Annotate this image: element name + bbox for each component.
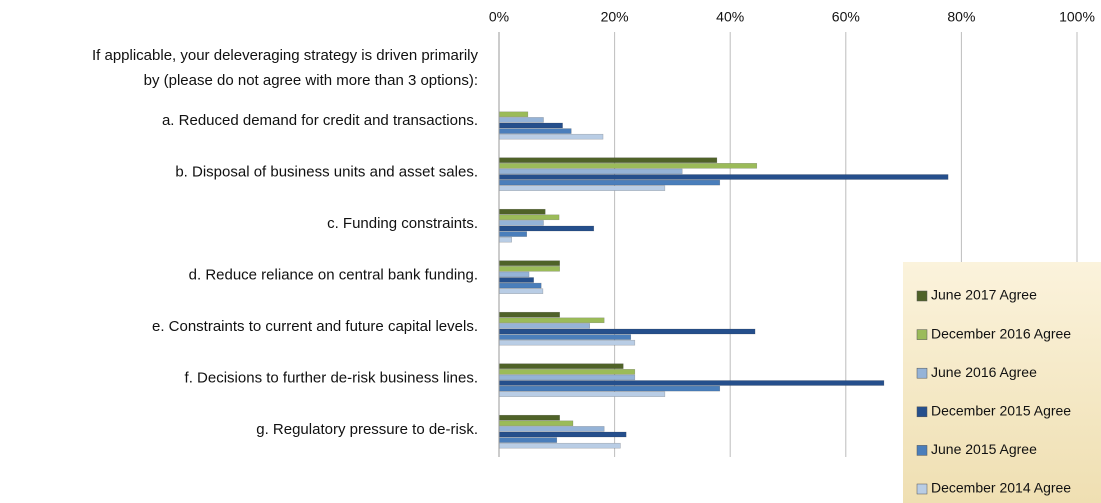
bar [498,282,542,289]
bar [498,260,560,266]
category-label: e. Constraints to current and future cap… [152,318,478,335]
question-line: If applicable, your deleveraging strateg… [92,47,479,64]
category-label: d. Reduce reliance on central bank fundi… [189,266,478,283]
bar [498,391,666,397]
bar [498,117,544,123]
bar [498,317,605,324]
bar [498,157,718,163]
legend-swatch [916,329,928,340]
bar [498,266,560,272]
question-line: by (please do not agree with more than 3… [144,72,478,89]
bar [498,369,636,375]
bar [498,437,558,443]
bar [498,442,621,449]
bar [498,431,627,438]
bar [498,311,560,318]
bar [498,339,636,346]
bar [498,128,572,134]
bar [498,271,530,278]
legend-swatch [916,406,928,418]
bar [498,420,574,427]
bar [498,214,560,221]
legend-box [903,262,1101,503]
bar [498,168,683,175]
bar [498,185,666,191]
bar [498,111,529,118]
legend-label: December 2014 Agree [931,480,1071,496]
legend-label: June 2017 Agree [931,287,1037,303]
legend-label: December 2016 Agree [931,325,1071,341]
legend-label: June 2015 Agree [931,441,1037,457]
bar [498,414,560,421]
bar [498,334,632,340]
legend-label: December 2015 Agree [931,403,1071,419]
bar [498,277,534,283]
legend-label: June 2016 Agree [931,364,1037,380]
bar [498,122,563,129]
bar [498,133,604,140]
x-tick-label: 60% [832,9,860,25]
bar [498,231,527,237]
category-label: b. Disposal of business units and asset … [175,163,478,180]
bar [498,328,756,335]
x-tick-label: 0% [489,9,509,25]
category-label: f. Decisions to further de-risk business… [185,369,478,386]
legend-swatch [916,483,928,495]
bar [498,236,512,243]
x-tick-label: 40% [716,9,744,25]
x-tick-label: 80% [947,9,975,25]
bar [498,174,949,180]
bar [498,323,590,329]
bar [498,363,624,369]
bar [498,374,636,381]
category-label: g. Regulatory pressure to de-risk. [256,421,478,438]
bar [498,208,546,215]
x-tick-label: 20% [601,9,629,25]
bar [498,385,721,392]
category-label: a. Reduced demand for credit and transac… [162,112,478,129]
category-label: c. Funding constraints. [327,215,478,232]
legend-swatch [916,445,928,456]
bar [498,426,605,432]
legend-swatch [916,367,928,379]
bar [498,225,595,232]
legend-swatch [916,290,928,302]
bar [498,163,758,169]
bar [498,380,885,386]
x-tick-label: 100% [1059,9,1095,25]
bar [498,288,544,294]
bar [498,220,544,226]
bar [498,179,721,186]
